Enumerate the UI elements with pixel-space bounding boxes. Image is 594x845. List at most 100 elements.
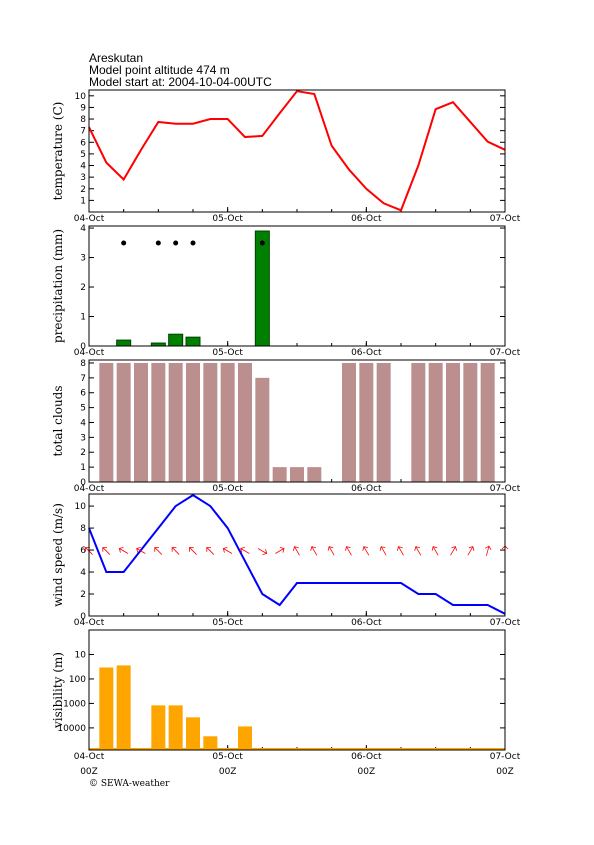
- bar: [238, 362, 252, 482]
- bar: [151, 705, 166, 750]
- y-tick-label: 2: [80, 283, 86, 293]
- wind-arrow: [397, 546, 404, 556]
- bar: [254, 230, 270, 347]
- y-axis-label: wind speed (m/s): [51, 503, 65, 607]
- y-tick-label: 2: [80, 448, 86, 458]
- y-tick-label: 10: [75, 650, 87, 660]
- y-tick-label: 0: [80, 478, 86, 488]
- bar: [272, 467, 287, 482]
- x-tick-label: 06-Oct: [351, 484, 382, 494]
- bar: [151, 362, 166, 482]
- bar: [238, 726, 252, 750]
- wind-arrow: [275, 547, 285, 554]
- y-axis-label: precipitation (mm): [51, 229, 65, 343]
- y-tick-label: 3: [80, 433, 86, 443]
- plot-frame: [88, 493, 506, 617]
- footer: © SEWA-weather: [89, 779, 170, 789]
- bar: [428, 362, 443, 482]
- y-tick-label: 8: [80, 115, 86, 125]
- bar: [203, 736, 218, 750]
- x-tick-label: 05-Oct: [212, 348, 243, 358]
- plot-frame: [88, 89, 506, 213]
- x-tick-label: 07-Oct: [490, 214, 521, 224]
- wind-arrow: [293, 546, 300, 556]
- plot-frame: [88, 629, 506, 751]
- bar: [168, 333, 184, 347]
- precip-symbol: [121, 240, 127, 246]
- wind-arrow: [327, 546, 335, 556]
- y-tick-label: 1: [80, 313, 86, 323]
- x-tick-label: 07-Oct: [490, 752, 521, 762]
- x-tick-label: 04-Oct: [74, 214, 105, 224]
- y-tick-label: 10: [75, 502, 87, 512]
- wind-arrow: [136, 547, 146, 554]
- bar: [116, 665, 131, 750]
- x-tick-label: 04-Oct: [74, 348, 105, 358]
- y-tick-label: 2: [80, 185, 86, 195]
- wind-arrow: [189, 547, 197, 555]
- y-tick-label: 8: [80, 359, 86, 369]
- line: [88, 90, 506, 212]
- y-tick-label: 6: [80, 389, 86, 399]
- bar: [185, 336, 201, 347]
- x-tick-label: 04-Oct: [74, 484, 105, 494]
- plot-frame: [88, 359, 506, 483]
- y-tick-label: 8: [80, 524, 86, 534]
- x-tick-label: 04-Oct: [74, 618, 105, 628]
- wind-arrow: [414, 546, 422, 556]
- y-tick-label: 4: [80, 418, 86, 428]
- start-time: Model start at: 2004-10-04-00UTC: [89, 75, 272, 89]
- wind-arrow: [154, 547, 163, 555]
- y-tick-label: 1: [80, 196, 86, 206]
- bar: [463, 362, 478, 482]
- bar: [342, 362, 356, 482]
- y-tick-label: 4: [80, 162, 86, 172]
- y-tick-label: 10000: [57, 724, 86, 734]
- wind-arrow: [118, 547, 129, 554]
- x-tick-label-utc: 00Z: [496, 767, 514, 777]
- bar: [255, 377, 270, 482]
- x-tick-label: 05-Oct: [212, 752, 243, 762]
- wind-arrow: [431, 546, 439, 556]
- x-tick-label: 07-Oct: [490, 484, 521, 494]
- bar: [359, 362, 374, 482]
- bar: [186, 717, 200, 750]
- wind-arrow: [171, 547, 180, 555]
- y-tick-label: 10: [75, 92, 87, 102]
- y-axis-label: total clouds: [51, 385, 65, 456]
- bar: [168, 362, 183, 482]
- x-tick-label: 04-Oct: [74, 752, 105, 762]
- bar: [99, 362, 114, 482]
- x-tick-label: 05-Oct: [212, 618, 243, 628]
- wind-arrow: [240, 547, 250, 554]
- bar: [116, 339, 132, 347]
- bar: [411, 362, 426, 482]
- y-tick-label: 1000: [63, 699, 86, 709]
- y-tick-label: 5: [80, 150, 86, 160]
- x-tick-label: 06-Oct: [351, 214, 382, 224]
- x-tick-label: 05-Oct: [212, 484, 243, 494]
- wind-arrow: [379, 546, 387, 556]
- line: [88, 493, 506, 615]
- station: Areskutan: [89, 51, 143, 65]
- wind-arrow: [222, 547, 233, 554]
- wind-arrow: [450, 546, 457, 556]
- precip-symbol: [173, 240, 179, 246]
- y-tick-label: 7: [80, 127, 86, 137]
- bar: [203, 362, 218, 482]
- wind-arrow: [485, 545, 492, 556]
- bar: [116, 362, 131, 482]
- x-tick-label: 07-Oct: [490, 618, 521, 628]
- y-tick-label: 2: [80, 590, 86, 600]
- y-tick-label: 4: [80, 224, 86, 234]
- y-tick-label: 3: [80, 173, 86, 183]
- wind-arrow: [206, 547, 215, 555]
- y-tick-label: 3: [80, 254, 86, 264]
- wind-arrow: [257, 548, 268, 555]
- y-tick-label: 6: [80, 138, 86, 148]
- y-tick-label: 100: [69, 675, 86, 685]
- bar: [290, 467, 304, 482]
- x-tick-label: 06-Oct: [351, 348, 382, 358]
- y-tick-label: 5: [80, 404, 86, 414]
